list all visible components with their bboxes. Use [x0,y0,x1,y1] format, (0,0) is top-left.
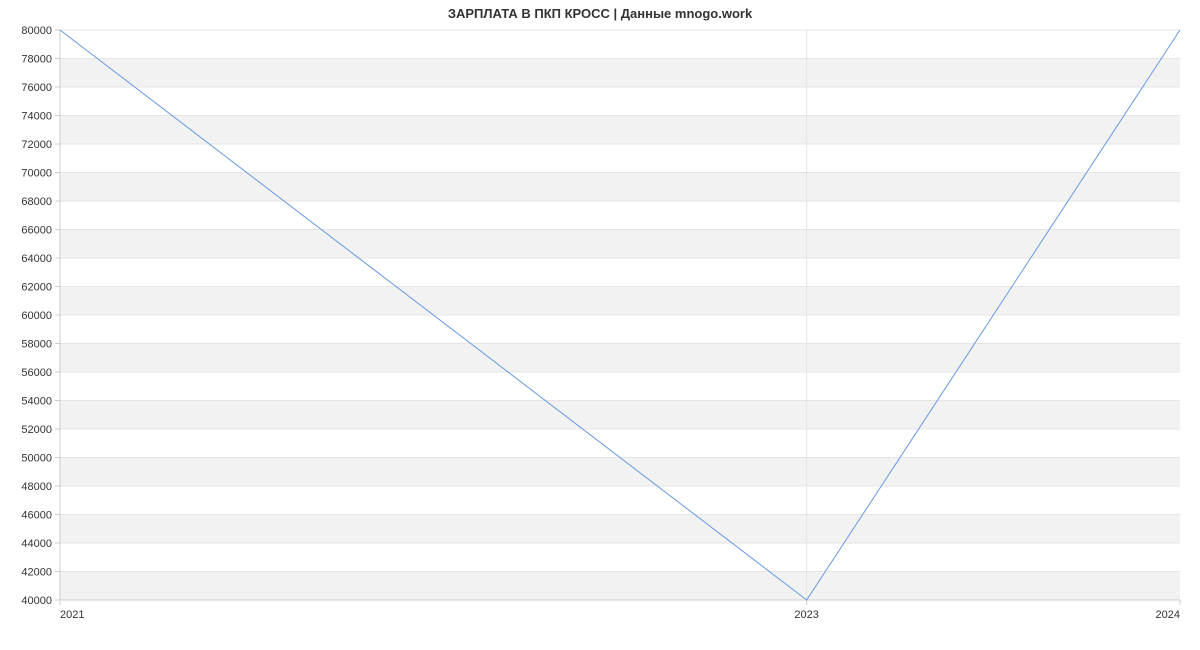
chart-title: ЗАРПЛАТА В ПКП КРОСС | Данные mnogo.work [0,0,1200,23]
y-tick-label: 60000 [21,310,52,322]
y-tick-label: 54000 [21,396,52,408]
chart-container: 40000 42000 44000 46000 48000 50000 52000 54000… [0,23,1200,650]
x-tick-label: 2023 [794,609,818,621]
y-tick-label: 66000 [21,225,52,237]
grid-band [60,59,1180,88]
y-tick-label: 56000 [21,367,52,379]
y-tick-label: 64000 [21,253,52,265]
x-tick-label: 2021 [60,609,84,621]
grid-band [60,458,1180,487]
y-tick-label: 62000 [21,282,52,294]
grid-band [60,116,1180,145]
grid-band [60,173,1180,202]
grid-band [60,230,1180,259]
y-tick-label: 70000 [21,168,52,180]
salary-line-chart: 40000 42000 44000 46000 48000 50000 52000 54000… [0,23,1200,650]
x-tick-label: 2024 [1156,609,1180,621]
y-tick-label: 48000 [21,481,52,493]
grid-band [60,515,1180,544]
y-tick-label: 78000 [21,54,52,66]
y-tick-label: 76000 [21,82,52,94]
grid-band [60,344,1180,373]
y-tick-label: 68000 [21,196,52,208]
y-tick-label: 58000 [21,339,52,351]
y-tick-label: 74000 [21,111,52,123]
grid-band [60,401,1180,430]
y-tick-label: 46000 [21,510,52,522]
y-tick-label: 42000 [21,567,52,579]
y-tick-label: 80000 [21,25,52,37]
grid-band [60,572,1180,601]
y-tick-label: 44000 [21,538,52,550]
y-tick-label: 40000 [21,595,52,607]
grid-band [60,287,1180,316]
y-tick-label: 50000 [21,453,52,465]
y-tick-label: 72000 [21,139,52,151]
y-tick-label: 52000 [21,424,52,436]
